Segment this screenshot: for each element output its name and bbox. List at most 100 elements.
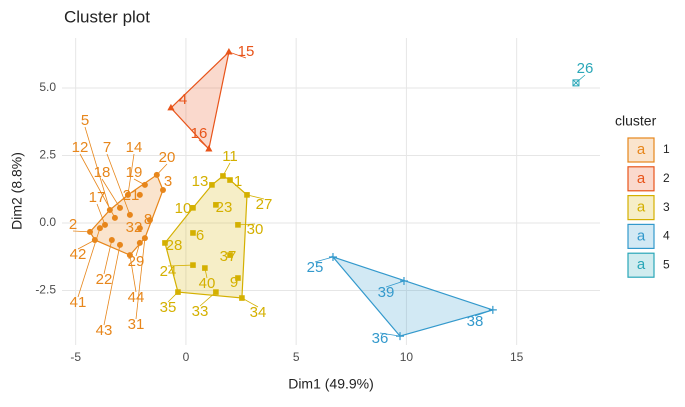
point xyxy=(227,177,233,183)
point xyxy=(126,252,133,259)
point-label: 42 xyxy=(70,246,87,263)
leader-line xyxy=(474,309,493,317)
point xyxy=(111,214,118,221)
leader-line xyxy=(385,280,405,288)
point xyxy=(101,221,108,228)
point xyxy=(141,235,148,242)
legend-key xyxy=(627,223,655,249)
x-tick-label: -5 xyxy=(70,350,81,364)
point xyxy=(136,191,143,198)
leader-line xyxy=(77,239,96,250)
leader-line xyxy=(314,256,334,263)
leader-line xyxy=(228,51,247,59)
point-label: 21 xyxy=(123,187,140,204)
point xyxy=(396,332,405,341)
point xyxy=(96,225,103,232)
legend-glyph: a xyxy=(637,199,646,216)
point xyxy=(399,277,408,286)
point-label: 37 xyxy=(220,248,237,265)
point-label: 6 xyxy=(196,227,204,244)
cluster-points: 26 xyxy=(572,60,594,87)
y-tick-label: 0.0 xyxy=(39,215,56,229)
point xyxy=(572,79,580,87)
point-label: 10 xyxy=(175,200,192,217)
point xyxy=(244,192,250,198)
legend-glyph: a xyxy=(637,141,646,158)
cluster-points: 15 416 xyxy=(167,43,254,152)
point xyxy=(190,205,196,211)
point-label: 19 xyxy=(126,164,143,181)
point-label: 22 xyxy=(96,271,113,288)
point xyxy=(225,48,233,55)
point xyxy=(328,252,337,261)
point xyxy=(235,275,241,281)
legend-label: 1 xyxy=(663,142,670,156)
leader-line xyxy=(237,223,256,226)
point-label: 26 xyxy=(577,60,594,77)
point-label: 14 xyxy=(126,139,143,156)
point xyxy=(136,225,143,232)
x-tick-label: 0 xyxy=(183,350,190,364)
leader-line xyxy=(103,244,121,326)
legend-glyph: a xyxy=(637,227,646,244)
legend-glyph: a xyxy=(637,256,646,273)
cluster-hull xyxy=(170,50,230,151)
legend-title: cluster xyxy=(615,113,657,129)
x-tick-label: 5 xyxy=(293,350,300,364)
point-label: 38 xyxy=(467,313,484,330)
point xyxy=(227,252,233,258)
x-tick-label: 10 xyxy=(400,350,414,364)
leader-line xyxy=(129,255,137,293)
point-label: 33 xyxy=(192,303,209,320)
legend-label: 4 xyxy=(663,229,670,243)
point xyxy=(175,289,181,295)
point-label: 16 xyxy=(191,125,208,142)
leader-line xyxy=(79,153,116,219)
point-label: 30 xyxy=(247,221,264,238)
chart-title: Cluster plot xyxy=(64,7,150,26)
point xyxy=(190,262,196,268)
point-label: 17 xyxy=(89,189,106,206)
point xyxy=(87,228,94,235)
leader-line xyxy=(135,238,146,320)
point-label: 28 xyxy=(166,237,183,254)
point xyxy=(153,171,160,178)
point xyxy=(190,230,196,236)
x-axis-title: Dim1 (49.9%) xyxy=(288,376,374,392)
cluster-hull xyxy=(331,255,495,337)
point xyxy=(141,181,148,188)
leader-line xyxy=(84,126,111,211)
leader-line xyxy=(77,227,101,298)
leader-line xyxy=(198,139,210,150)
point-label: 18 xyxy=(94,164,111,181)
point-label: 11 xyxy=(222,148,238,165)
legend-key xyxy=(627,166,655,192)
point xyxy=(239,295,245,301)
y-tick-label: 2.5 xyxy=(39,148,56,162)
legend-label: 5 xyxy=(663,257,670,271)
point-label: 4 xyxy=(179,91,187,108)
grid xyxy=(62,38,600,345)
y-axis-title: Dim2 (8.8%) xyxy=(9,152,25,230)
point xyxy=(220,173,226,179)
point xyxy=(124,191,131,198)
cluster-points: 11 13 1 27 23 10 30 6 37 28 24 40 9 35 33 34 xyxy=(160,148,273,321)
point xyxy=(213,202,219,208)
point-label: 25 xyxy=(307,259,324,276)
point-label: 1 xyxy=(234,173,242,190)
point-label: 34 xyxy=(250,304,267,321)
point xyxy=(205,144,213,152)
point xyxy=(213,289,219,295)
point xyxy=(146,216,153,223)
point-label: 24 xyxy=(160,263,177,280)
point xyxy=(108,236,115,243)
point-label: 41 xyxy=(70,294,87,311)
legend-label: 3 xyxy=(663,200,670,214)
point-label: 8 xyxy=(144,211,152,228)
point-label: 39 xyxy=(378,284,395,301)
point-label: 31 xyxy=(128,316,145,333)
cluster-points: 25 39 38 36 xyxy=(307,252,497,347)
legend-glyph: a xyxy=(637,170,646,187)
